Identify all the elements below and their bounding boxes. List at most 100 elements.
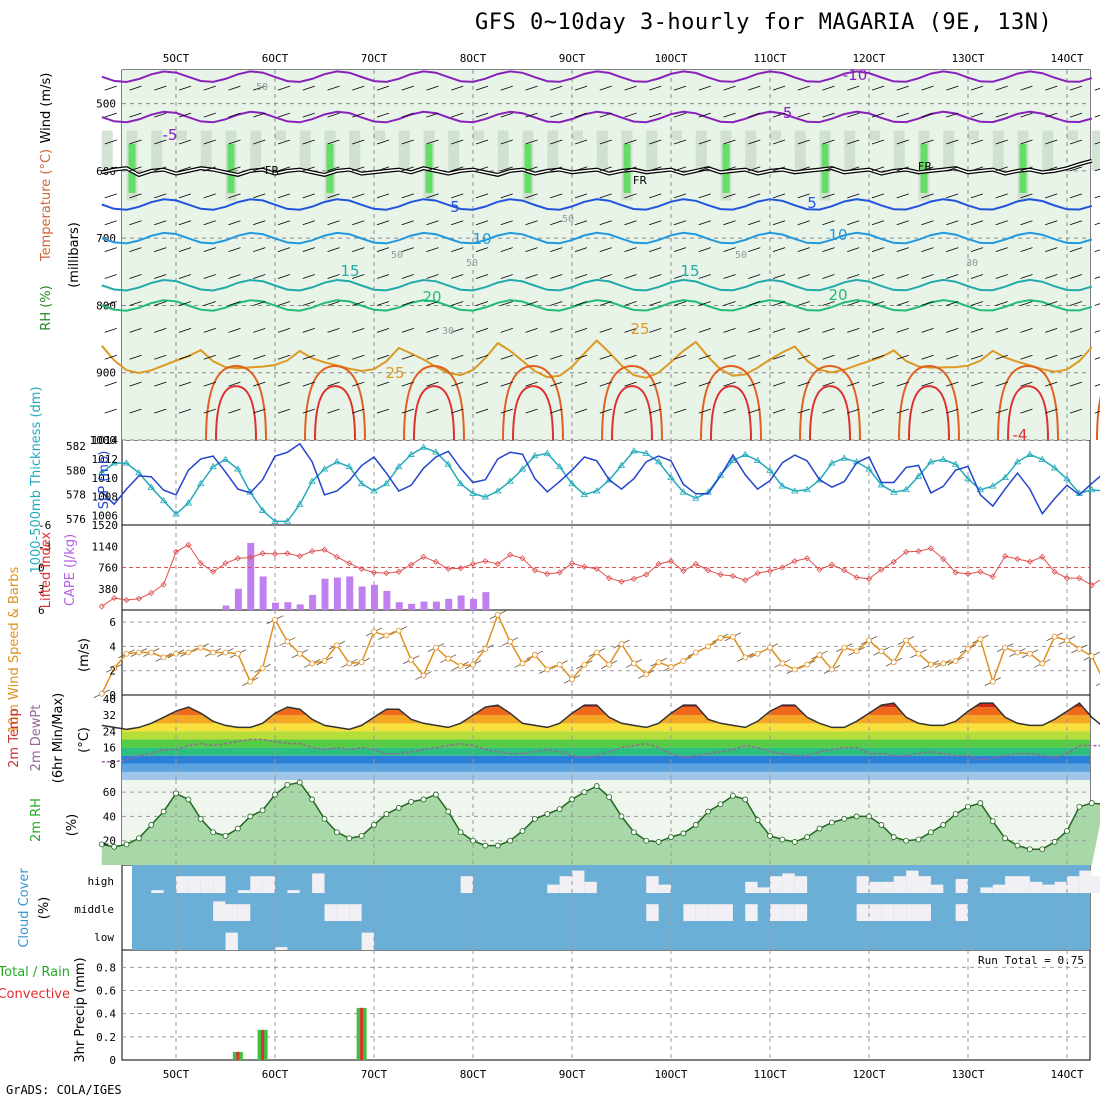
x-tick-bottom-4: 9OCT	[559, 1068, 586, 1081]
rh-shade	[448, 130, 460, 171]
cloud-cell-middle	[213, 901, 226, 921]
li-point	[135, 595, 142, 602]
wind-barb	[550, 139, 563, 145]
wind-barb	[921, 354, 934, 360]
y-unit-temp: (°C)	[77, 727, 92, 753]
wind-barb	[154, 408, 167, 414]
precip-tick-0: 0.8	[96, 961, 116, 974]
wind-barb	[797, 139, 810, 145]
wind-speed-line-point	[123, 650, 130, 657]
thickness-line-point	[543, 449, 551, 456]
y-label-temp-c: (6hr Min/Max)	[51, 693, 66, 783]
rh-shade	[572, 130, 583, 141]
rh-tick-0: 60	[103, 786, 116, 799]
x-tick-top-8: 13OCT	[951, 52, 984, 65]
rh-line-point	[445, 808, 452, 815]
wind-barb	[847, 193, 860, 199]
cloud-cell-high	[547, 884, 560, 893]
wind-speed-line-point	[940, 660, 947, 667]
pressure-tick-0: 500	[96, 98, 116, 111]
temp-contour-label-5: FR	[918, 160, 932, 173]
wind-barb	[772, 166, 786, 172]
wind-barb	[327, 354, 340, 360]
x-tick-top-9: 14OCT	[1050, 52, 1083, 65]
y-label-wind: Wind (m/s)	[39, 73, 54, 144]
wind-barb	[500, 139, 513, 145]
wind-barb	[599, 301, 612, 306]
wind-barb	[673, 301, 687, 306]
wind-barb	[822, 220, 835, 226]
wind-barb	[970, 220, 984, 226]
wind-barb	[772, 327, 786, 333]
rh-shade	[893, 130, 905, 171]
wind-barb	[154, 327, 167, 333]
thickness-line-point	[518, 465, 527, 472]
thickness-line-point	[890, 488, 898, 495]
wind-barb	[475, 166, 489, 172]
li-point	[531, 567, 538, 574]
wind-barb	[1020, 220, 1033, 226]
thickness-line-point	[766, 466, 774, 473]
rh-contour-label-4: 50	[735, 250, 747, 261]
rh-line-point	[234, 825, 241, 832]
wind-barb	[352, 301, 365, 306]
cloud-cell-high	[151, 890, 164, 893]
temp-band	[122, 731, 1090, 740]
wind-barb	[748, 193, 761, 199]
bl-contour	[403, 364, 465, 441]
wind-barb	[178, 112, 192, 118]
wind-barb	[995, 301, 1008, 306]
wind-speed-line-point	[680, 658, 687, 664]
li-point	[408, 561, 415, 568]
wind-barb	[723, 381, 736, 387]
wind-barb	[673, 220, 687, 226]
rh-tick-1: 40	[103, 810, 116, 823]
wind-barb	[352, 139, 365, 145]
wind-barb	[1045, 301, 1058, 306]
wind-barb	[352, 381, 365, 387]
rh-shade	[646, 130, 658, 171]
wind-speed-line-point	[457, 662, 464, 669]
wind-barb	[822, 274, 835, 279]
wind-barb	[154, 354, 167, 360]
wind-speed-line-point	[878, 648, 885, 655]
wind-barb	[896, 85, 909, 91]
cape-tick-2: 760	[98, 562, 118, 575]
wind-barb	[772, 193, 786, 199]
wind-barb	[970, 381, 984, 387]
wind-barb	[352, 274, 365, 279]
wind-barb	[946, 408, 959, 414]
wind-barb	[352, 327, 365, 333]
li-point	[816, 566, 823, 573]
rh-contour-label-1: 50	[562, 214, 574, 225]
wind-barb	[302, 408, 315, 414]
cloud-cell-high	[930, 884, 944, 893]
wind-barb	[178, 381, 192, 387]
wind-barb	[946, 381, 959, 387]
wind-barb	[1069, 139, 1083, 145]
wind-barb	[426, 166, 439, 172]
li-point	[606, 575, 613, 582]
rh-shade	[151, 130, 163, 171]
wind-barb	[896, 247, 909, 253]
rh-shade	[473, 130, 484, 141]
wind-speed-line-point	[519, 660, 526, 667]
wind-barb	[500, 274, 513, 279]
li-tick-2: 0	[38, 562, 45, 575]
li-point	[247, 554, 254, 561]
wind-barb	[921, 112, 934, 118]
wind-barb	[1045, 85, 1058, 91]
wind-barb	[574, 301, 588, 306]
thickness-line-point	[580, 490, 589, 498]
x-tick-top-5: 10OCT	[654, 52, 687, 65]
wind-barb	[500, 193, 513, 199]
thickness-line-point	[1001, 473, 1009, 481]
wind-barb	[772, 112, 786, 118]
cloud-cell-middle	[893, 904, 907, 921]
cloud-cell-middle	[683, 904, 696, 921]
wind-barb	[995, 354, 1008, 360]
run-total: Run Total = 0.75	[978, 954, 1084, 967]
wind-speed-line-point	[989, 678, 996, 685]
rh-line-point	[630, 829, 637, 836]
wind-speed-line-point	[569, 676, 575, 683]
